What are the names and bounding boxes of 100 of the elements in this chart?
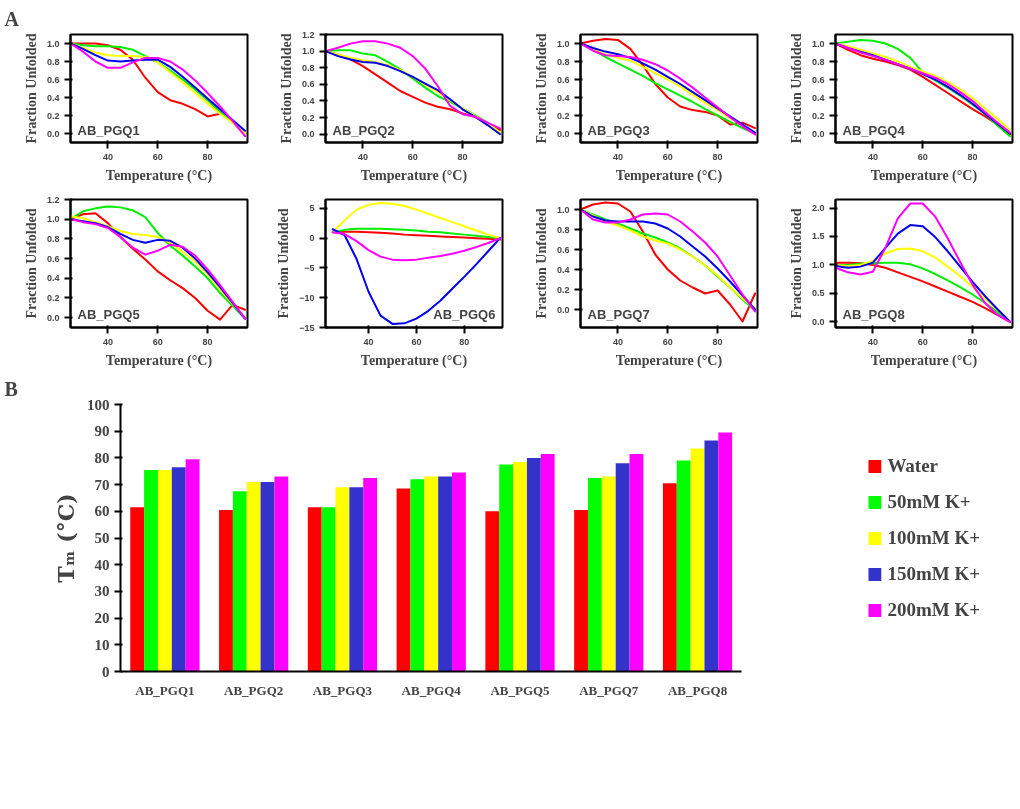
y-tick-label: 0.8 [46, 233, 60, 244]
bar [438, 476, 452, 672]
y-tick-label: 0.0 [811, 128, 825, 139]
bar [615, 463, 630, 672]
text: AB_PGQ4 [842, 123, 906, 139]
y-tick-label: 0.2 [811, 110, 825, 121]
bar [485, 511, 500, 672]
y-tick-label: 0.6 [301, 79, 315, 90]
bar [629, 453, 644, 672]
y-tick-label: 0.0 [46, 128, 60, 139]
legend-label: 100mM K+ [887, 526, 980, 549]
bar [363, 477, 378, 672]
y-tick-label: 5 [309, 203, 315, 214]
x-tick-label: 60 [152, 151, 163, 162]
y-axis-title: Fraction Unfolded [276, 208, 292, 319]
y-tick-label: 1.0 [556, 38, 570, 49]
bar [232, 491, 247, 672]
y-axis-title: Fraction Unfolded [788, 208, 804, 319]
y-tick-label: 100 [87, 396, 110, 413]
bar [676, 460, 691, 672]
x-tick-label: AB_PGQ2 [224, 682, 284, 698]
y-tick-label: 2.0 [811, 203, 825, 214]
x-tick-label: AB_PGQ4 [401, 682, 462, 698]
bar [219, 509, 233, 672]
bar [526, 457, 541, 672]
bar [335, 487, 350, 672]
x-axis-title: Temperature (°C) [870, 167, 978, 184]
x-tick-label: AB_PGQ5 [490, 682, 551, 698]
y-axis-title: Fraction Unfolded [278, 33, 294, 144]
y-tick-label: 0.6 [556, 74, 570, 85]
x-tick-label: 60 [917, 336, 928, 347]
bar [130, 507, 145, 672]
x-tick-label: 80 [459, 336, 470, 347]
bar [246, 481, 261, 672]
x-tick-label: 80 [712, 151, 723, 162]
y-tick-label: 0.6 [46, 74, 60, 85]
x-tick-label: 80 [967, 151, 978, 162]
y-tick-label: 0.2 [556, 284, 570, 295]
y-tick-label: 40 [94, 556, 110, 573]
x-axis-title: Temperature (°C) [360, 167, 468, 184]
y-tick-label: 0.8 [556, 224, 570, 235]
text: AB_PGQ1 [77, 123, 140, 139]
x-tick-label: 40 [363, 336, 374, 347]
y-tick-label: 0.4 [811, 92, 825, 103]
bar [587, 477, 602, 672]
text: AB_PGQ8 [842, 307, 905, 323]
y-tick-label: 0.8 [811, 56, 825, 67]
y-tick-label: 0.0 [301, 129, 315, 140]
y-tick-label: 0.4 [301, 95, 315, 106]
y-tick-label: 0.2 [46, 292, 60, 303]
text: AB_PGQ5 [77, 307, 140, 323]
x-axis-title: Temperature (°C) [615, 352, 723, 369]
text: A [4, 7, 20, 30]
y-tick-label: 0.5 [811, 288, 825, 299]
y-tick-label: 1.0 [46, 38, 60, 49]
y-tick-label: 0.4 [556, 264, 570, 275]
line-series [835, 224, 1012, 323]
bar [274, 476, 289, 672]
y-tick-label: −10 [299, 292, 315, 303]
bar [171, 467, 186, 672]
bar [513, 461, 527, 672]
legend-label: 200mM K+ [887, 598, 980, 621]
y-tick-label: 0.8 [556, 56, 570, 67]
legend-label: 50mM K+ [887, 490, 971, 513]
x-tick-label: 40 [867, 151, 878, 162]
y-tick-label: 20 [94, 610, 110, 627]
bar [144, 469, 158, 672]
line-series [331, 228, 502, 325]
x-tick-label: 80 [202, 151, 213, 162]
y-tick-label: 80 [94, 449, 110, 466]
x-tick-label: 80 [457, 151, 468, 162]
y-tick-label: 0.6 [46, 253, 60, 264]
bar [662, 483, 677, 672]
y-tick-label: 0.0 [811, 316, 825, 327]
y-tick-label: 60 [94, 503, 110, 520]
x-tick-label: 40 [612, 336, 623, 347]
x-tick-label: 40 [612, 151, 623, 162]
y-tick-label: 1.0 [811, 259, 825, 270]
y-tick-label: 1.0 [556, 204, 570, 215]
y-tick-label: 1.0 [46, 214, 60, 225]
y-tick-label: 70 [94, 476, 110, 493]
y-tick-label: 0.2 [46, 110, 60, 121]
bar [499, 464, 514, 672]
text: AB_PGQ7 [587, 307, 650, 323]
bar [718, 432, 733, 672]
text: AB_PGQ2 [332, 123, 395, 139]
y-tick-label: 90 [94, 423, 110, 440]
bar [574, 509, 588, 672]
x-tick-label: 60 [152, 336, 163, 347]
y-tick-label: 0.8 [46, 56, 60, 67]
x-axis-title: Temperature (°C) [105, 352, 213, 369]
x-axis-title: Temperature (°C) [360, 352, 468, 369]
bar [704, 440, 719, 672]
x-tick-label: 40 [357, 151, 368, 162]
y-axis-title: Tₘ (°C) [53, 493, 79, 583]
y-tick-label: 30 [94, 583, 110, 600]
y-tick-label: 10 [94, 636, 110, 653]
y-tick-label: 0.6 [811, 74, 825, 85]
bar [540, 453, 555, 672]
y-axis-title: Fraction Unfolded [533, 33, 549, 144]
